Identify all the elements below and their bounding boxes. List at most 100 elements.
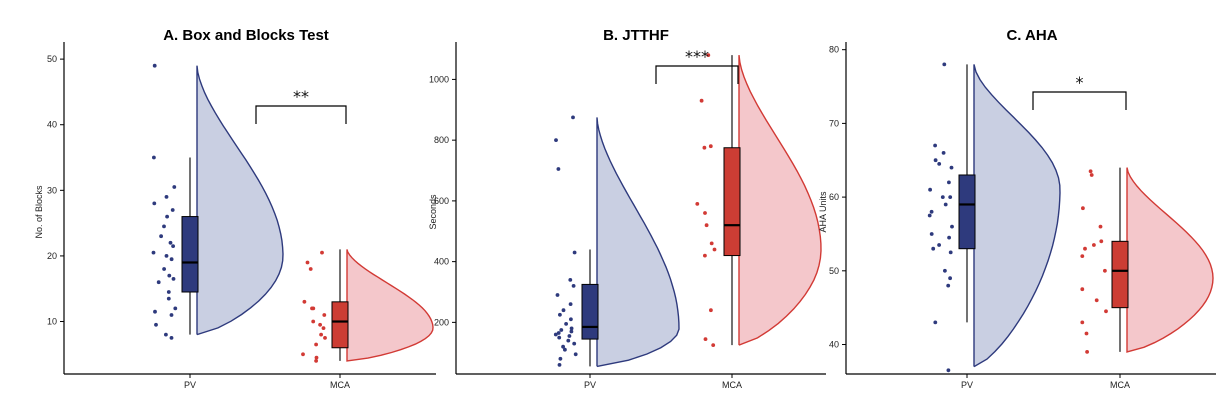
x-tick-label-mca: MCA [1110, 380, 1130, 390]
data-point [703, 337, 708, 341]
box-mca [1111, 240, 1129, 309]
y-tick-label: 1000 [429, 74, 449, 84]
data-point [572, 250, 577, 255]
data-point [569, 317, 573, 322]
data-point [571, 284, 576, 288]
data-point [311, 319, 316, 324]
data-point [153, 309, 157, 314]
significance-stars: *** [685, 47, 709, 66]
panel-c-plot: 40 50 60 70 80 PV MCA * [829, 42, 1216, 390]
data-point [323, 336, 327, 340]
data-point [695, 202, 700, 206]
data-point [171, 277, 176, 281]
panel-c-y-label: AHA Units [818, 191, 828, 233]
data-point [927, 213, 932, 218]
data-point [305, 260, 310, 265]
data-point [152, 155, 156, 160]
panel-a-plot: 10 20 30 40 50 PV MCA ** [47, 42, 436, 390]
data-point [559, 328, 564, 332]
data-point [948, 250, 953, 255]
data-point [152, 63, 157, 68]
x-tick-label-mca: MCA [330, 380, 350, 390]
panel-b-y-label: Seconds [428, 194, 438, 230]
data-point [937, 243, 941, 247]
data-point [162, 224, 166, 229]
data-point [159, 234, 164, 239]
data-point [310, 306, 314, 311]
y-tick-label: 70 [829, 118, 839, 128]
data-point [557, 335, 562, 340]
data-point [302, 299, 307, 304]
data-point [172, 185, 177, 189]
data-point [702, 145, 707, 150]
data-point [1083, 246, 1087, 251]
violin-mca [738, 55, 822, 346]
data-point [558, 312, 562, 317]
panel-c-title: C. AHA [1006, 27, 1057, 44]
significance-bracket [255, 105, 347, 124]
y-tick-label: 50 [47, 54, 57, 64]
data-point [941, 151, 946, 155]
violin-pv [596, 117, 680, 368]
data-point [706, 53, 711, 57]
data-point [703, 253, 707, 258]
box-pv [958, 174, 976, 250]
data-point [572, 341, 577, 346]
data-point [554, 138, 558, 143]
data-point [942, 62, 947, 67]
data-point [1103, 268, 1107, 273]
data-point [169, 257, 174, 262]
data-point [164, 254, 169, 258]
data-point [1085, 350, 1089, 354]
data-point [711, 343, 716, 347]
box-mca [331, 301, 349, 349]
data-point [948, 276, 952, 281]
data-point [947, 180, 951, 185]
data-point [1081, 206, 1085, 211]
data-point [308, 267, 313, 271]
violin-mca [1126, 167, 1214, 353]
data-point [301, 352, 305, 357]
y-tick-label: 40 [47, 120, 57, 130]
data-point [319, 332, 323, 337]
data-point [950, 224, 954, 229]
data-point [553, 332, 558, 337]
data-point [569, 329, 574, 334]
data-point [151, 250, 156, 255]
data-point [1088, 169, 1093, 174]
data-point [321, 326, 326, 330]
y-tick-label: 20 [47, 251, 57, 261]
data-point [314, 355, 319, 360]
data-point [152, 201, 157, 206]
x-tick-label-mca: MCA [722, 380, 742, 390]
data-point [314, 359, 318, 363]
data-point [1080, 254, 1085, 258]
y-tick-label: 60 [829, 192, 839, 202]
data-point [948, 195, 953, 200]
panel-c: C. AHA AHA Units 40 50 60 70 80 PV MCA * [818, 27, 1216, 390]
panel-b-title: B. JTTHF [603, 27, 669, 44]
box-pv [181, 216, 199, 293]
y-tick-label: 50 [829, 266, 839, 276]
data-point [556, 167, 561, 171]
data-point [173, 306, 178, 311]
data-point [166, 296, 171, 301]
y-tick-label: 800 [434, 135, 449, 145]
violin-mca [346, 249, 434, 362]
data-point [569, 326, 574, 331]
data-point [169, 336, 174, 340]
significance-stars: * [1076, 73, 1084, 92]
data-point [561, 308, 566, 313]
data-point [557, 363, 562, 367]
data-point [165, 214, 170, 219]
data-point [1092, 243, 1096, 247]
data-point [1099, 239, 1104, 244]
data-point [164, 195, 169, 199]
data-point [558, 356, 563, 361]
panel-b: B. JTTHF Seconds 200 400 600 800 1000 PV MCA **… [428, 27, 826, 390]
data-point [708, 144, 713, 149]
data-point [699, 98, 704, 103]
data-point [320, 250, 324, 255]
data-point [154, 322, 158, 327]
data-point [170, 208, 175, 212]
